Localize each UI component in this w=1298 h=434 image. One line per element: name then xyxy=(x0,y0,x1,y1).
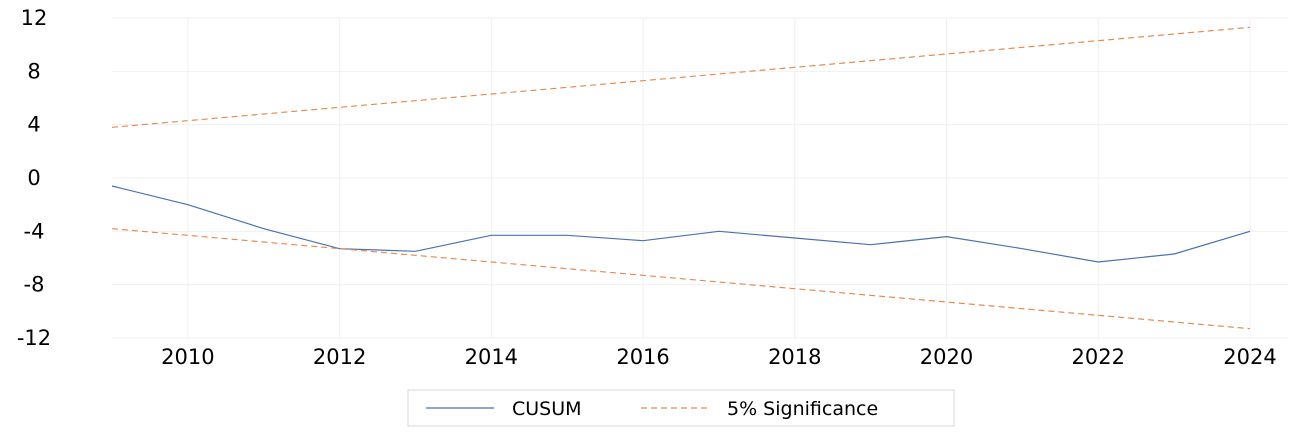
y-tick-label: -12 xyxy=(17,326,51,350)
x-tick-label: 2010 xyxy=(161,345,214,369)
y-tick-label: 12 xyxy=(21,6,48,30)
grid-lines xyxy=(112,17,1288,339)
y-tick-label: 0 xyxy=(27,166,40,190)
y-tick-label: -8 xyxy=(24,273,45,297)
upper-significance-line xyxy=(111,26,1251,128)
cusum-line xyxy=(111,185,1251,263)
y-tick-label: 8 xyxy=(27,59,40,83)
legend: CUSUM 5% Significance xyxy=(407,389,955,427)
legend-label-significance: 5% Significance xyxy=(727,398,878,420)
legend-label-cusum: CUSUM xyxy=(512,398,582,420)
x-tick-label: 2020 xyxy=(920,345,973,369)
x-tick-label: 2024 xyxy=(1223,345,1276,369)
y-tick-label: -4 xyxy=(24,219,45,243)
lower-significance-line xyxy=(111,228,1251,330)
x-tick-label: 2014 xyxy=(465,345,518,369)
x-tick-label: 2016 xyxy=(616,345,669,369)
y-axis-ticks: 12 8 4 0 -4 -8 -12 xyxy=(17,6,51,350)
x-tick-label: 2012 xyxy=(313,345,366,369)
series-lines xyxy=(111,26,1251,330)
x-tick-label: 2022 xyxy=(1072,345,1125,369)
y-tick-label: 4 xyxy=(27,113,40,137)
x-axis-ticks: 2010 2012 2014 2016 2018 2020 2022 2024 xyxy=(161,345,1277,369)
x-tick-label: 2018 xyxy=(768,345,821,369)
